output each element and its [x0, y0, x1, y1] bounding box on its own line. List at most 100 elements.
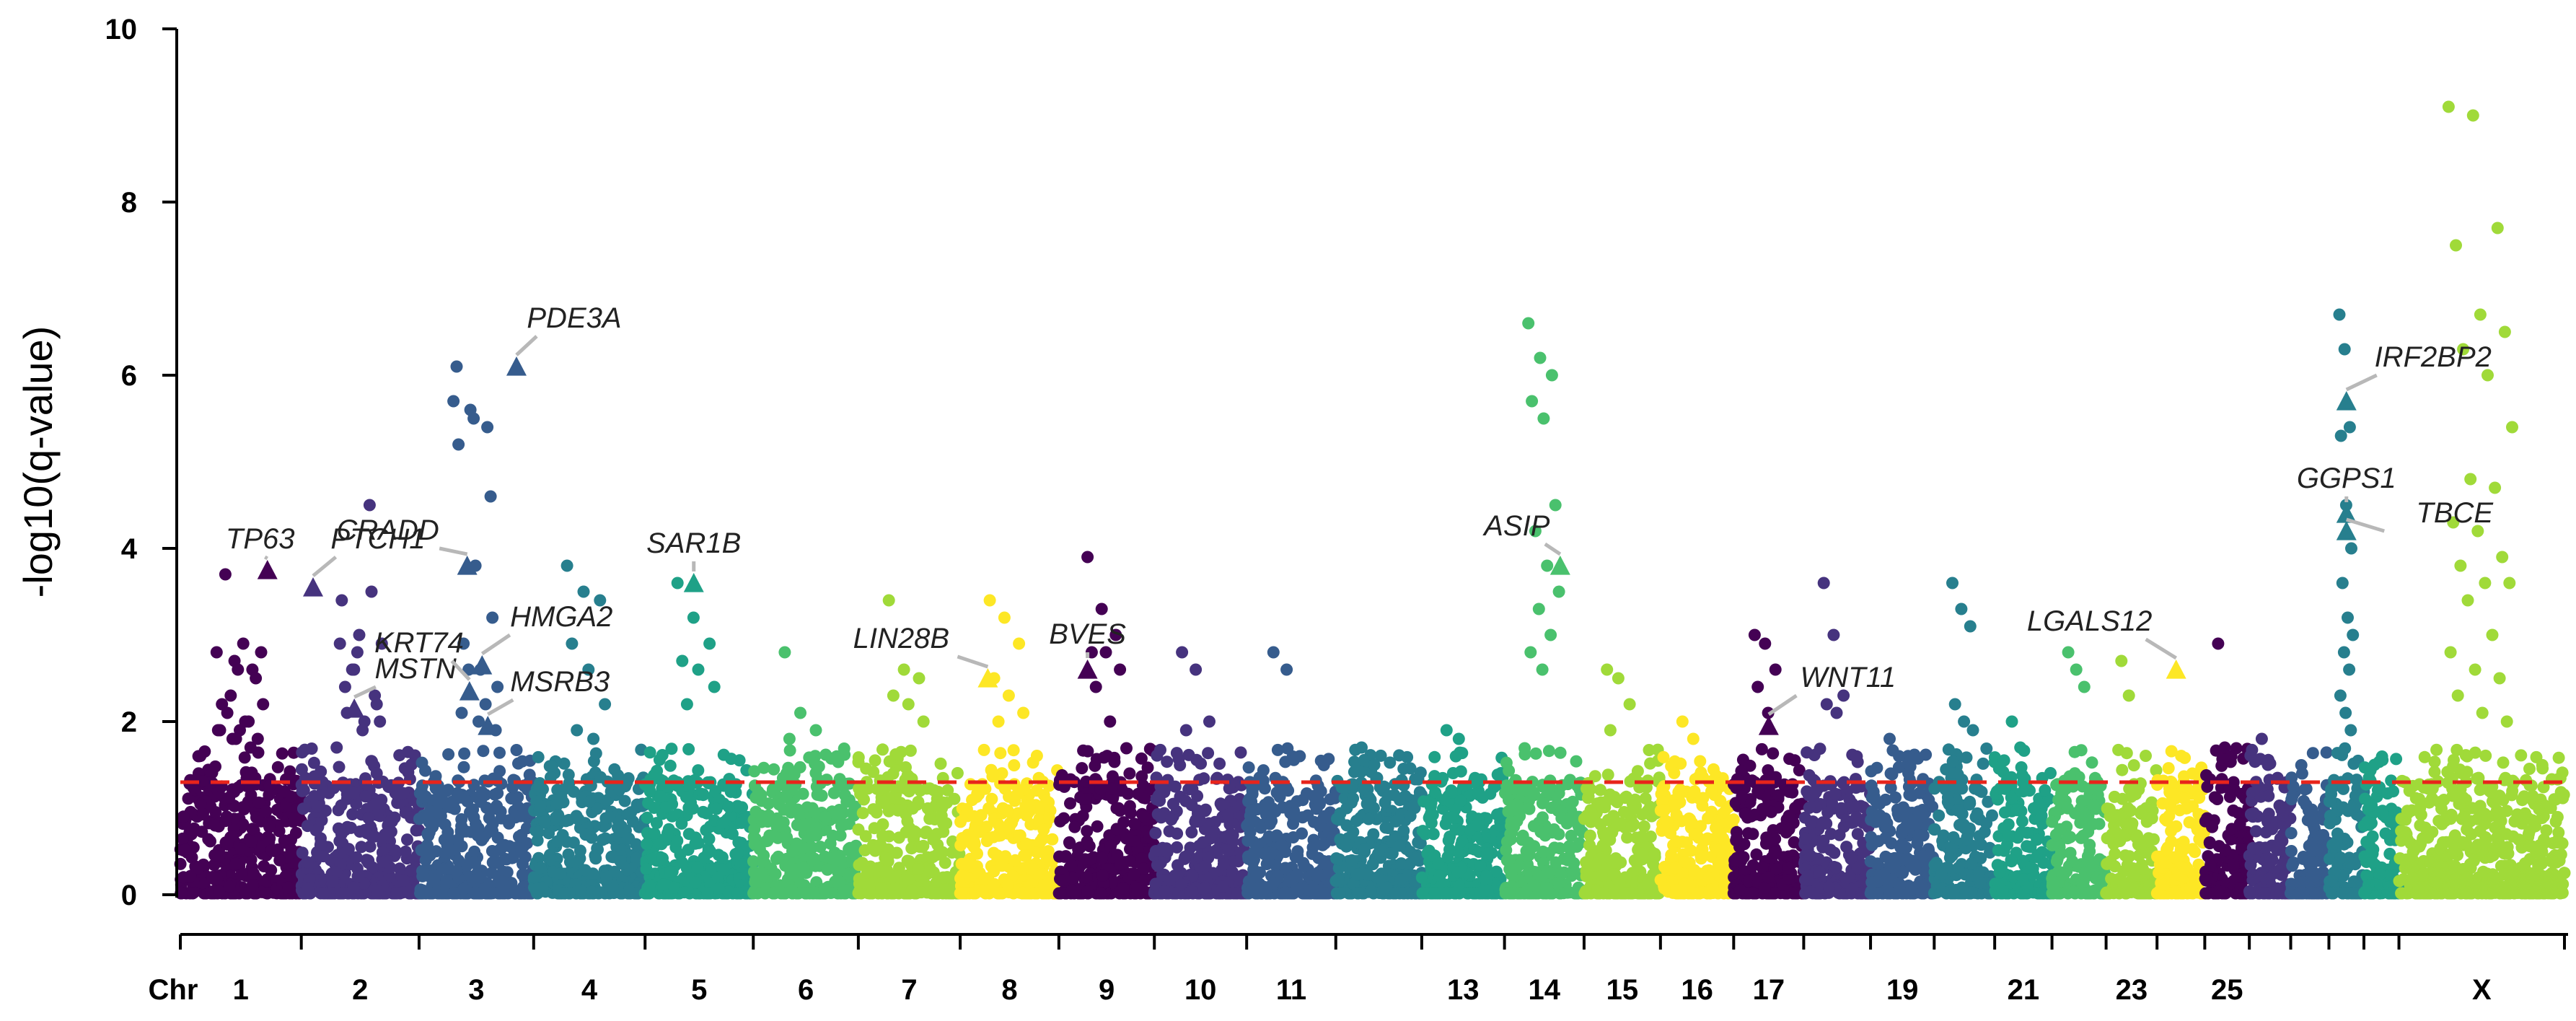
snp-point — [1540, 882, 1553, 895]
snp-point — [445, 796, 458, 808]
snp-point — [1714, 794, 1727, 807]
chromosome-13-points — [1415, 746, 1510, 900]
snp-point — [1221, 774, 1234, 786]
snp-point — [1481, 847, 1494, 860]
snp-point — [1242, 761, 1255, 774]
snp-point — [1123, 854, 1136, 867]
snp-point — [532, 750, 545, 763]
snp-point — [250, 778, 263, 791]
snp-point — [662, 823, 675, 836]
snp-point — [641, 838, 654, 851]
snp-point — [1358, 843, 1371, 856]
snp-point — [1096, 869, 1109, 882]
snp-point — [276, 747, 289, 760]
snp-point — [1428, 750, 1441, 763]
snp-point — [626, 815, 639, 828]
snp-point — [759, 857, 772, 870]
snp-point — [1505, 804, 1518, 817]
chromosome-3-points — [413, 744, 540, 900]
snp-point — [1731, 832, 1743, 845]
snp-point — [682, 843, 695, 856]
snp-point — [1583, 838, 1596, 851]
snp-point — [1020, 837, 1032, 850]
snp-point — [648, 769, 661, 781]
snp-point — [441, 839, 454, 852]
snp-point — [1161, 846, 1174, 859]
snp-point — [340, 788, 353, 801]
snp-point — [1366, 858, 1379, 871]
snp-point — [876, 743, 889, 756]
snp-point — [1644, 757, 1657, 770]
snp-point — [1733, 883, 1746, 896]
snp-point — [246, 879, 259, 892]
snp-point — [1008, 854, 1021, 867]
snp-point — [901, 854, 914, 867]
snp-point — [731, 846, 744, 859]
snp-point — [1234, 746, 1247, 759]
snp-point — [229, 857, 242, 870]
snp-point — [993, 887, 1005, 900]
snp-point — [1522, 836, 1535, 849]
snp-point — [359, 790, 372, 803]
snp-point — [551, 835, 564, 848]
snp-point — [951, 767, 964, 779]
snp-point — [1394, 873, 1407, 886]
snp-point — [860, 762, 873, 775]
snp-point — [656, 749, 669, 761]
snp-point — [747, 855, 760, 868]
snp-point — [935, 810, 948, 822]
snp-point — [1482, 884, 1494, 897]
snp-point — [1197, 772, 1210, 785]
snp-point — [422, 829, 435, 842]
snp-point — [1154, 743, 1166, 756]
snp-point — [1185, 826, 1198, 838]
snp-point — [1001, 878, 1014, 891]
snp-point — [282, 881, 295, 894]
snp-point — [1131, 885, 1143, 898]
snp-point — [713, 882, 726, 895]
snp-point — [1007, 744, 1020, 757]
snp-point — [534, 862, 547, 875]
snp-point — [838, 742, 850, 755]
snp-point — [1270, 786, 1283, 799]
snp-point — [1084, 853, 1096, 866]
snp-point — [1186, 869, 1199, 882]
snp-point — [682, 742, 695, 755]
snp-point — [1503, 887, 1516, 900]
snp-point — [980, 835, 993, 847]
snp-point — [542, 827, 555, 840]
snp-point — [399, 845, 412, 858]
snp-point — [1270, 829, 1283, 842]
snp-point — [1397, 824, 1410, 837]
snp-point — [1001, 804, 1014, 817]
snp-point — [196, 808, 209, 821]
snp-point — [1208, 825, 1221, 838]
snp-point — [643, 880, 656, 893]
snp-point — [188, 808, 201, 821]
snp-point — [1746, 859, 1759, 872]
snp-point — [1034, 835, 1047, 848]
snp-point — [779, 887, 791, 900]
snp-point — [761, 834, 774, 847]
snp-point — [853, 877, 866, 890]
snp-point — [1110, 823, 1123, 836]
snp-point — [1055, 887, 1067, 900]
snp-point — [1518, 748, 1531, 761]
snp-point — [1694, 755, 1707, 768]
snp-point — [288, 812, 301, 825]
snp-point — [726, 828, 739, 841]
snp-point — [1083, 840, 1096, 853]
snp-point — [1340, 838, 1353, 851]
snp-point — [747, 865, 760, 878]
snp-point — [1688, 828, 1701, 841]
snp-point — [703, 833, 716, 846]
snp-point — [260, 805, 273, 818]
snp-point — [208, 819, 221, 832]
snp-point — [630, 851, 643, 864]
snp-point — [902, 771, 915, 784]
snp-point — [186, 823, 199, 836]
snp-point — [1149, 845, 1162, 857]
snp-point — [650, 817, 663, 830]
snp-point — [589, 852, 602, 865]
snp-point — [1046, 833, 1059, 846]
